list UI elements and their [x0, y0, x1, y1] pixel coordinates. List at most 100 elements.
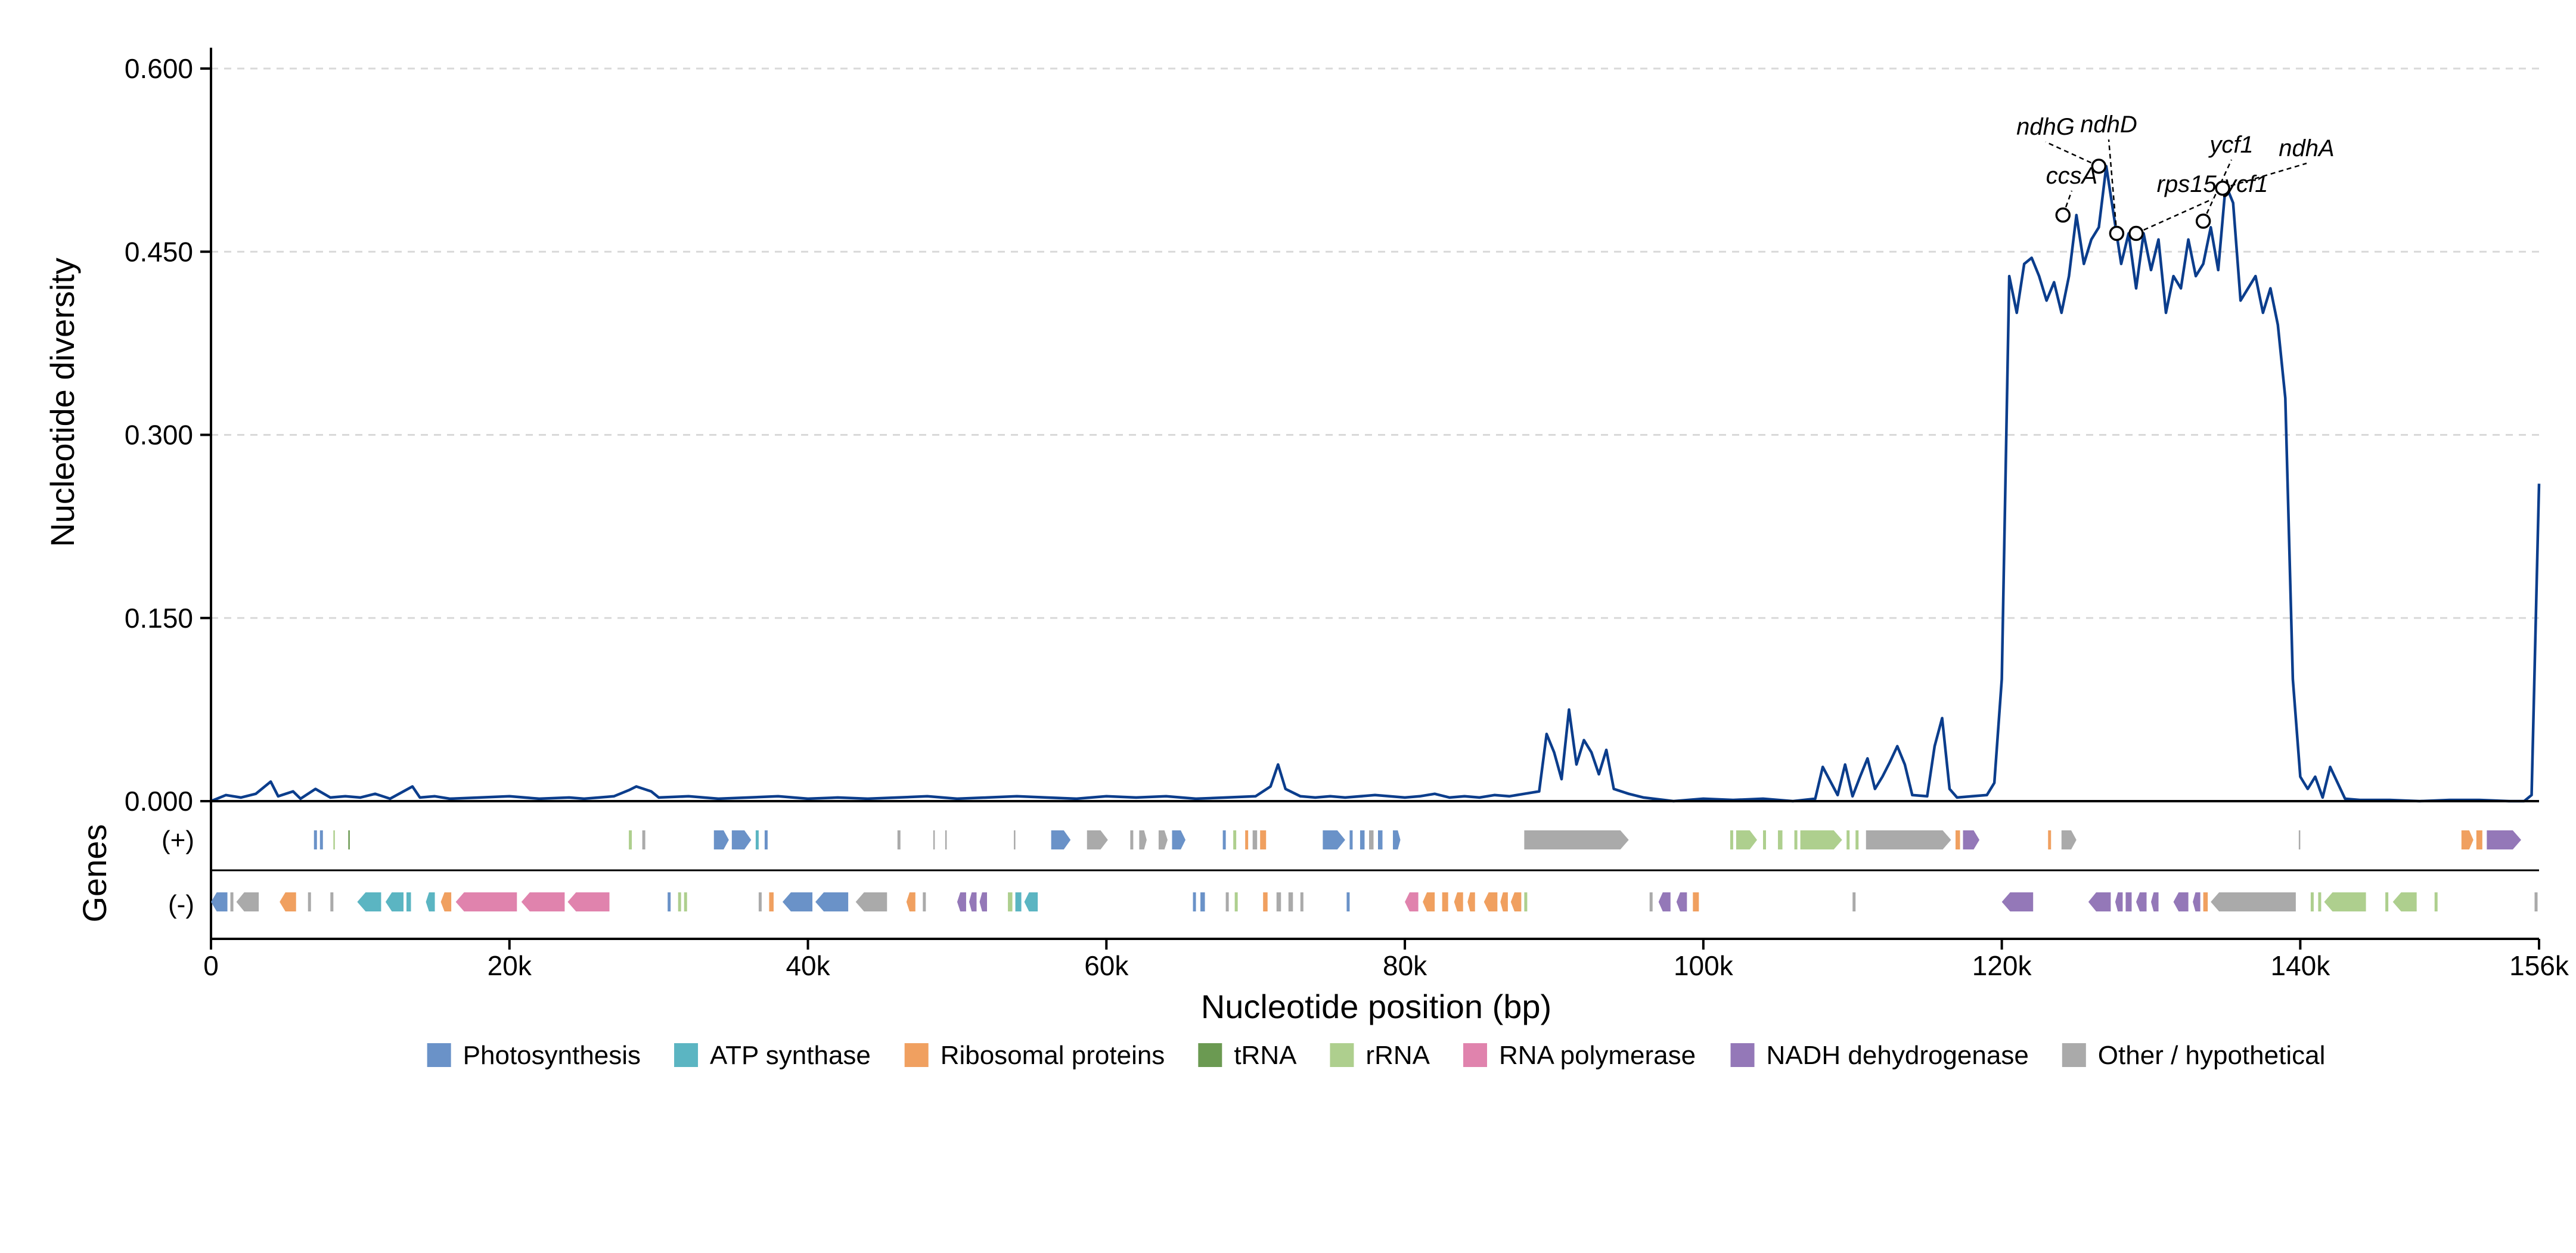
- gene-minus-1: [230, 892, 234, 911]
- gene-minus-56: [2125, 892, 2132, 911]
- series-layer: [210, 165, 2541, 803]
- gene-plus-35: [1778, 830, 1783, 849]
- y-tick-label-0: 0.000: [125, 786, 193, 817]
- gene-minus-25: [969, 892, 977, 911]
- legend-swatch-1: [674, 1043, 699, 1067]
- x-axis-ticks: 0 20k 40k 60k 80k 100k 120k 140k 156k: [203, 939, 2569, 981]
- legend-label-5: RNA polymerase: [1499, 1041, 1696, 1070]
- gene-minus-5: [330, 892, 334, 911]
- gene-minus-33: [1234, 892, 1238, 911]
- x-tick-label-1: 20k: [488, 950, 532, 981]
- gene-plus-32: [1730, 830, 1733, 849]
- gene-plus-12: [945, 830, 947, 849]
- x-tick-label-6: 120k: [1972, 950, 2032, 981]
- gene-plus-26: [1349, 830, 1353, 849]
- peak-label-4: ycf1: [2208, 132, 2253, 158]
- gene-minus-45: [1500, 892, 1508, 911]
- legend-label-1: ATP synthase: [710, 1041, 871, 1070]
- gene-minus-13: [567, 892, 610, 911]
- gene-plus-38: [1846, 830, 1850, 849]
- gene-plus-25: [1323, 830, 1345, 849]
- gene-plus-20: [1222, 830, 1226, 849]
- legend-label-7: Other / hypothetical: [2098, 1041, 2326, 1070]
- gene-plus-34: [1763, 830, 1767, 849]
- gene-minus-60: [2193, 892, 2201, 911]
- strand-plus-label: (+): [162, 826, 194, 855]
- peak-label-5: ndhA: [2279, 135, 2334, 162]
- gene-minus-34: [1263, 892, 1268, 911]
- gene-minus-55: [2115, 892, 2123, 911]
- gene-minus-32: [1225, 892, 1229, 911]
- gene-minus-27: [1008, 892, 1013, 911]
- gene-plus-27: [1360, 830, 1365, 849]
- gene-plus-40: [1866, 830, 1951, 849]
- peak-label-1: ndhG: [2016, 114, 2075, 140]
- gene-minus-44: [1483, 892, 1498, 911]
- gene-minus-10: [440, 892, 452, 911]
- gene-minus-28: [1015, 892, 1022, 911]
- gene-minus-2: [236, 892, 259, 911]
- gene-plus-6: [713, 830, 729, 849]
- gene-plus-3: [348, 830, 350, 849]
- gene-minus-41: [1442, 892, 1448, 911]
- diversity-series-line: [210, 165, 2541, 803]
- gene-minus-50: [1676, 892, 1687, 911]
- gene-plus-46: [2461, 830, 2473, 849]
- gene-plus-44: [2061, 830, 2077, 849]
- gene-plus-43: [2048, 830, 2052, 849]
- peak-label-2: ndhD: [2080, 111, 2137, 138]
- gene-minus-7: [385, 892, 404, 911]
- gene-plus-5: [642, 830, 645, 849]
- legend-swatch-3: [1198, 1043, 1222, 1067]
- legend: Photosynthesis ATP synthase Ribosomal prot…: [427, 1041, 2326, 1070]
- peak-leader-5: [2222, 162, 2307, 189]
- gene-minus-49: [1658, 892, 1671, 911]
- gene-minus-22: [906, 892, 915, 911]
- gene-minus-35: [1276, 892, 1281, 911]
- gene-minus-3: [280, 892, 296, 911]
- gene-minus-62: [2211, 892, 2296, 911]
- gene-minus-11: [455, 892, 517, 911]
- gene-minus-64: [2318, 892, 2321, 911]
- legend-label-6: NADH dehydrogenase: [1767, 1041, 2029, 1070]
- gene-minus-29: [1024, 892, 1038, 911]
- gene-plus-39: [1855, 830, 1859, 849]
- x-tick-label-2: 40k: [786, 950, 830, 981]
- gene-plus-42: [1963, 830, 1980, 849]
- peak-leader-3: [2136, 198, 2213, 234]
- legend-label-4: rRNA: [1365, 1041, 1430, 1070]
- gene-plus-16: [1130, 830, 1134, 849]
- x-tick-label-7: 140k: [2271, 950, 2331, 981]
- gene-plus-41: [1955, 830, 1960, 849]
- gene-minus-8: [406, 892, 411, 911]
- legend-swatch-7: [2062, 1043, 2086, 1067]
- peak-marker-0: [2055, 207, 2071, 223]
- gene-minus-20: [815, 892, 849, 911]
- gene-minus-53: [2001, 892, 2034, 911]
- legend-swatch-6: [1730, 1043, 1755, 1067]
- gene-minus-24: [957, 892, 966, 911]
- gene-minus-65: [2324, 892, 2366, 911]
- gene-minus-4: [308, 892, 311, 911]
- peak-label-0: ccsA: [2046, 163, 2098, 189]
- gene-plus-30: [1393, 830, 1401, 849]
- gene-minus-51: [1693, 892, 1699, 911]
- grid-lines: [211, 67, 2539, 619]
- gene-minus-21: [855, 892, 887, 911]
- gene-plus-0: [314, 830, 317, 849]
- gene-plus-14: [1051, 830, 1071, 849]
- gene-minus-54: [2088, 892, 2111, 911]
- y-tick-label-3: 0.450: [125, 236, 193, 267]
- gene-minus-57: [2136, 892, 2147, 911]
- gene-minus-52: [1852, 892, 1856, 911]
- x-tick-label-0: 0: [203, 950, 219, 981]
- gene-plus-23: [1252, 830, 1258, 849]
- gene-minus-17: [758, 892, 762, 911]
- gene-plus-47: [2476, 830, 2482, 849]
- gene-minus-42: [1454, 892, 1463, 911]
- y-tick-label-2: 0.300: [125, 420, 193, 451]
- gene-minus-37: [1300, 892, 1303, 911]
- gene-minus-36: [1288, 892, 1293, 911]
- x-tick-label-5: 100k: [1674, 950, 1734, 981]
